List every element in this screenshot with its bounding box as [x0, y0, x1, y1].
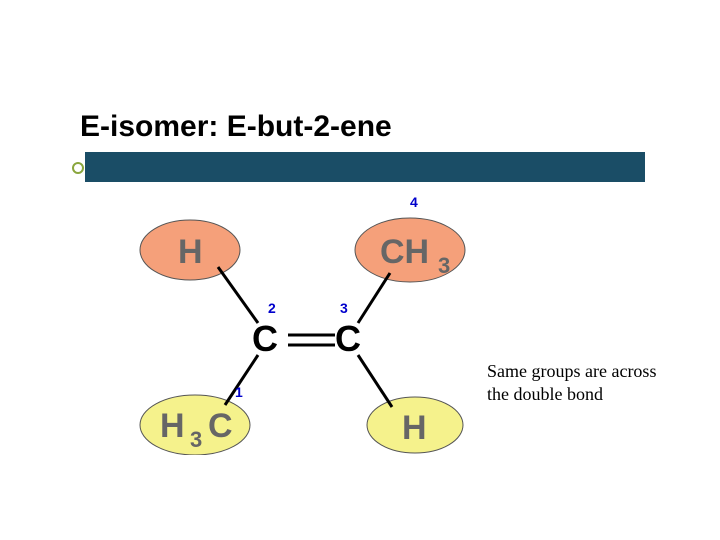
title-underline-bar — [85, 152, 645, 182]
atom-h3c-bot-left-c: C — [208, 407, 233, 445]
molecule-diagram: H CH 3 H 3 C H C C 4 3 2 1 — [130, 195, 480, 455]
atom-ch3-top-right: CH — [380, 233, 429, 271]
atom-h-top-left: H — [178, 233, 203, 271]
bonds-group — [218, 267, 392, 407]
molecule-svg: H CH 3 H 3 C H C C 4 3 2 1 — [130, 195, 480, 455]
pos-num-2: 2 — [268, 300, 276, 316]
caption-text: Same groups are across the double bond — [487, 360, 667, 407]
atom-ch3-top-right-sub: 3 — [438, 253, 450, 278]
pos-num-1: 1 — [235, 384, 243, 400]
atom-h-bot-right: H — [402, 409, 427, 447]
pos-num-4: 4 — [410, 195, 418, 210]
page-title: E-isomer: E-but-2-ene — [80, 110, 392, 144]
atom-c-right: C — [335, 318, 361, 359]
pos-num-3: 3 — [340, 300, 348, 316]
atom-h3c-bot-left-sub: 3 — [190, 427, 202, 452]
atom-c-left: C — [252, 318, 278, 359]
bullet-icon — [72, 162, 84, 174]
atom-h3c-bot-left-h: H — [160, 407, 185, 445]
